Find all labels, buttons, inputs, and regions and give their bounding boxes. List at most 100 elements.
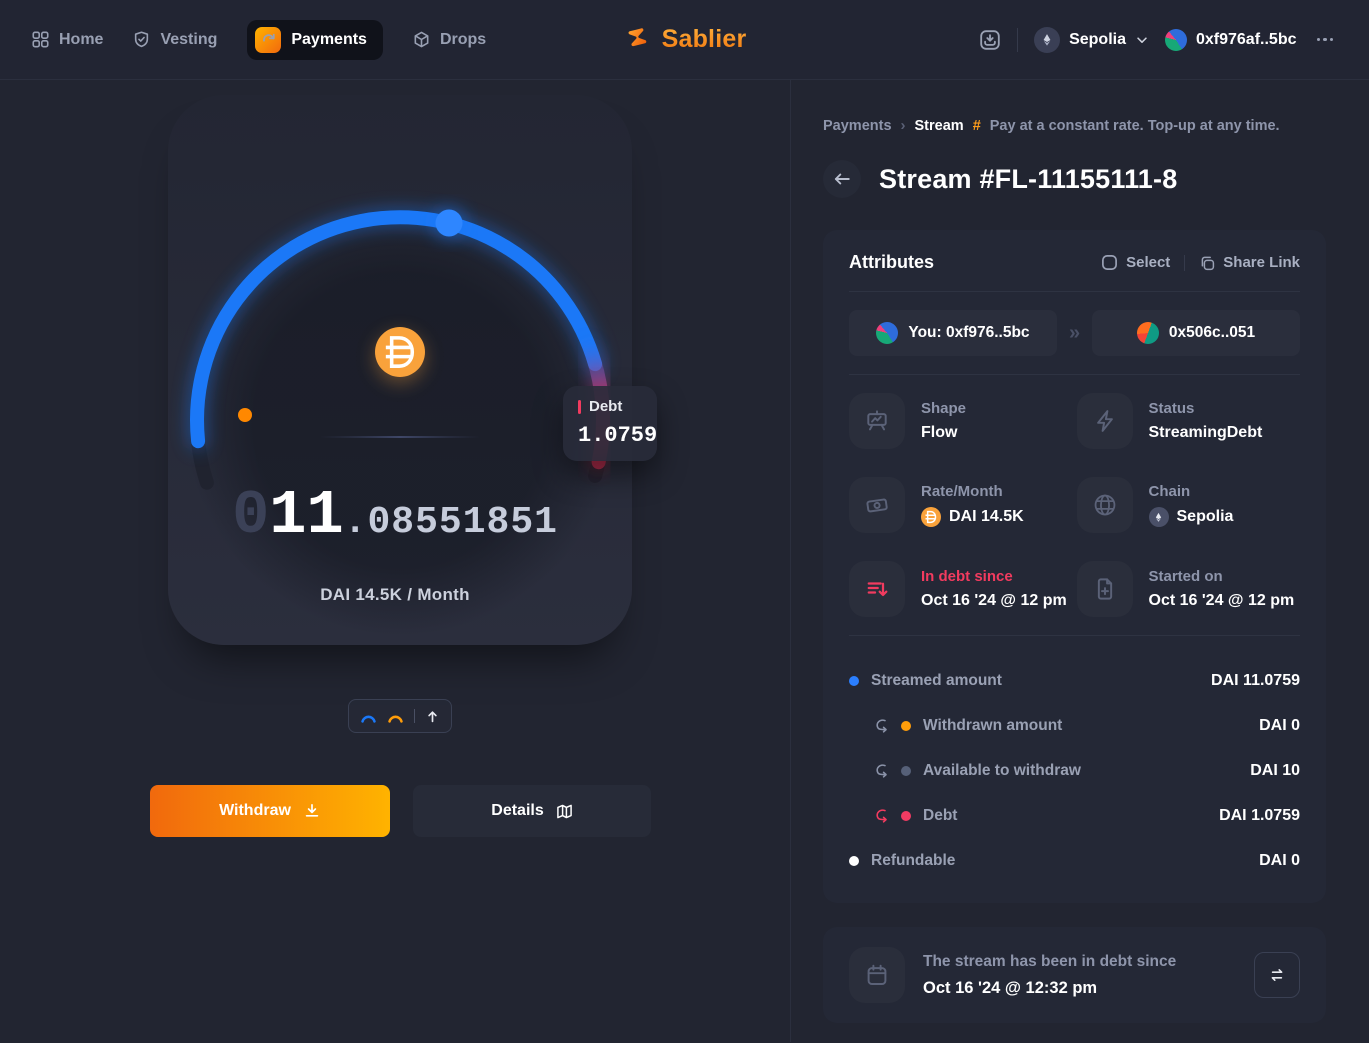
more-options-icon[interactable] bbox=[1313, 34, 1338, 46]
divider bbox=[1017, 27, 1019, 52]
up-arrow-toggle-icon[interactable] bbox=[425, 709, 440, 724]
amount-row-withdrawn: Withdrawn amount DAI 0 bbox=[849, 703, 1300, 748]
amount-row-streamed: Streamed amount DAI 11.0759 bbox=[849, 658, 1300, 703]
attribute-started-on: Started on Oct 16 '24 @ 12 pm bbox=[1076, 561, 1301, 617]
attribute-rate: Rate/Month DAI 14.5K bbox=[849, 477, 1073, 533]
rate-caption: DAI 14.5K / Month bbox=[320, 585, 470, 604]
iteration-arrow-icon-red bbox=[873, 807, 891, 825]
page-title: Stream #FL-11155111-8 bbox=[879, 163, 1178, 194]
select-control[interactable]: Select bbox=[1101, 254, 1170, 271]
debt-color-bar bbox=[578, 399, 581, 414]
network-selector[interactable]: Sepolia bbox=[1034, 26, 1149, 53]
account-address: 0xf976af..5bc bbox=[1195, 30, 1297, 48]
dai-token-icon bbox=[921, 507, 941, 527]
notice-text: The stream has been in debt since bbox=[923, 952, 1177, 970]
divider bbox=[849, 291, 1300, 292]
chevron-down-icon bbox=[1135, 33, 1149, 47]
home-icon bbox=[32, 31, 49, 48]
double-chevron-icon: » bbox=[1068, 321, 1081, 344]
share-link-control[interactable]: Share Link bbox=[1199, 254, 1300, 271]
notice-timestamp: Oct 16 '24 @ 12:32 pm bbox=[923, 978, 1098, 997]
map-icon bbox=[556, 803, 573, 820]
breadcrumb: Payments › Stream # Pay at a constant ra… bbox=[823, 117, 1326, 134]
divider bbox=[1184, 254, 1186, 271]
attribute-chain: Chain Sepolia bbox=[1076, 477, 1301, 533]
file-plus-icon bbox=[1076, 561, 1133, 617]
title-row: Stream #FL-11155111-8 bbox=[823, 160, 1326, 198]
sender-avatar bbox=[876, 322, 899, 344]
recipient-chip[interactable]: 0x506c..051 bbox=[1092, 310, 1300, 356]
nav-label: Home bbox=[59, 30, 104, 48]
nav-item-home[interactable]: Home bbox=[32, 31, 103, 49]
top-nav: Home Vesting Payments bbox=[0, 0, 1369, 80]
inbox-tray-button[interactable] bbox=[979, 29, 1001, 51]
parties-row: You: 0xf976..5bc » 0x506c..051 bbox=[849, 310, 1300, 356]
attribute-in-debt-since: In debt since Oct 16 '24 @ 12 pm bbox=[849, 561, 1073, 617]
withdraw-label: Withdraw bbox=[219, 802, 291, 819]
brand-logo[interactable]: Sablier bbox=[623, 25, 747, 55]
debt-tooltip: Debt 1.0759 bbox=[563, 386, 657, 461]
nav-item-payments[interactable]: Payments bbox=[247, 19, 383, 60]
attributes-card: Attributes Select Share Link bbox=[823, 230, 1326, 903]
network-name: Sepolia bbox=[1069, 30, 1126, 48]
details-label: Details bbox=[491, 802, 544, 819]
streamed-amount-readout: 0 11.08551851 bbox=[0, 480, 790, 551]
details-button[interactable]: Details bbox=[413, 785, 651, 837]
toggle-time-format-button[interactable] bbox=[1254, 952, 1300, 998]
sender-address: You: 0xf976..5bc bbox=[908, 324, 1030, 341]
debt-dot bbox=[901, 810, 911, 821]
blue-arc-toggle-icon[interactable] bbox=[360, 710, 377, 723]
nav-item-drops[interactable]: Drops bbox=[413, 31, 486, 49]
amount-row-available: Available to withdraw DAI 10 bbox=[849, 748, 1300, 793]
nav-label: Vesting bbox=[160, 30, 218, 48]
streamed-dot bbox=[849, 675, 859, 686]
withdrawn-dot bbox=[901, 720, 911, 731]
debt-tooltip-label: Debt bbox=[589, 398, 623, 415]
sepolia-chain-icon bbox=[1148, 507, 1169, 527]
hourglass-icon bbox=[623, 25, 653, 55]
debt-notice-card: The stream has been in debt since Oct 16… bbox=[823, 927, 1326, 1023]
readout-integer: 11 bbox=[269, 480, 344, 551]
shield-check-icon bbox=[133, 31, 150, 48]
attribute-shape: Shape Flow bbox=[849, 393, 1073, 449]
back-button[interactable] bbox=[823, 160, 861, 198]
nav-label: Payments bbox=[291, 30, 367, 48]
divider bbox=[414, 709, 415, 723]
copy-icon bbox=[1201, 256, 1215, 270]
recipient-address: 0x506c..051 bbox=[1168, 324, 1256, 341]
stream-detail-panel: Payments › Stream # Pay at a constant ra… bbox=[790, 80, 1369, 1042]
attribute-status: Status StreamingDebt bbox=[1076, 393, 1301, 449]
nav-label: Drops bbox=[439, 30, 487, 48]
orange-arc-toggle-icon[interactable] bbox=[387, 710, 404, 723]
ethereum-icon bbox=[1034, 26, 1061, 53]
calendar-icon bbox=[849, 947, 905, 1003]
nav-item-vesting[interactable]: Vesting bbox=[133, 31, 217, 49]
checkbox-icon bbox=[1102, 255, 1118, 270]
breadcrumb-page: Stream bbox=[914, 117, 964, 134]
easel-chart-icon bbox=[849, 393, 905, 449]
share-link-label: Share Link bbox=[1223, 254, 1300, 271]
debt-tooltip-value: 1.0759 bbox=[578, 423, 658, 448]
swap-arrows-icon bbox=[1271, 969, 1283, 981]
stream-gauge-section: Debt 1.0759 0 11.08551851 DAI 14.5K / Mon… bbox=[0, 80, 790, 1042]
brand-name: Sablier bbox=[661, 25, 747, 53]
dai-coin-icon bbox=[375, 327, 425, 377]
sort-desc-icon bbox=[849, 561, 905, 617]
amounts-list: Streamed amount DAI 11.0759 Withdrawn am… bbox=[849, 654, 1300, 893]
package-icon bbox=[413, 31, 430, 48]
action-buttons: Withdraw Details bbox=[150, 785, 651, 837]
sender-chip[interactable]: You: 0xf976..5bc bbox=[849, 310, 1057, 356]
amount-row-refundable: Refundable DAI 0 bbox=[849, 838, 1300, 883]
divider bbox=[849, 374, 1300, 375]
globe-icon bbox=[1076, 477, 1133, 533]
iteration-arrow-icon bbox=[873, 762, 891, 780]
attributes-grid: Shape Flow Status Streamin bbox=[849, 393, 1300, 617]
refundable-dot bbox=[849, 855, 859, 866]
iteration-arrow-icon bbox=[873, 717, 891, 735]
breadcrumb-section[interactable]: Payments bbox=[823, 117, 892, 134]
amount-row-debt: Debt DAI 1.0759 bbox=[849, 793, 1300, 838]
withdraw-button[interactable]: Withdraw bbox=[150, 785, 390, 837]
divider bbox=[849, 635, 1300, 636]
account-chip[interactable]: 0xf976af..5bc bbox=[1164, 28, 1297, 51]
